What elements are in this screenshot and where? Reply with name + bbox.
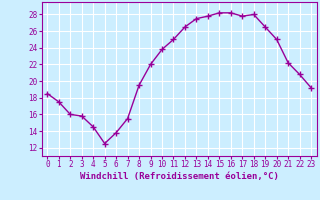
X-axis label: Windchill (Refroidissement éolien,°C): Windchill (Refroidissement éolien,°C) — [80, 172, 279, 181]
